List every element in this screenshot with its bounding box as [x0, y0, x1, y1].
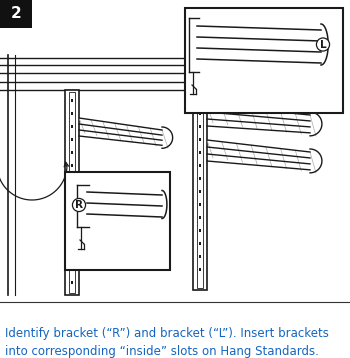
Bar	[199, 229, 201, 232]
Bar	[70, 202, 74, 207]
Bar	[71, 229, 73, 232]
Bar	[71, 281, 73, 284]
Bar	[198, 228, 202, 233]
Bar	[70, 267, 74, 272]
Bar	[70, 150, 74, 155]
Bar	[70, 215, 74, 220]
Bar	[199, 112, 201, 115]
Bar	[199, 99, 201, 102]
Bar	[70, 280, 74, 285]
Bar	[199, 177, 201, 180]
Bar	[0, 0, 32, 28]
Bar	[71, 242, 73, 245]
Bar	[199, 242, 201, 245]
Bar	[198, 150, 202, 155]
Bar	[70, 111, 74, 116]
Bar	[70, 163, 74, 168]
Bar	[71, 216, 73, 219]
Text: Identify bracket (“R”) and bracket (“L”). Insert brackets
into corresponding “in: Identify bracket (“R”) and bracket (“L”)…	[5, 327, 329, 358]
Bar	[198, 98, 202, 103]
Text: R: R	[75, 200, 83, 210]
Bar	[71, 255, 73, 258]
Bar	[199, 190, 201, 193]
Bar	[199, 125, 201, 128]
Bar	[199, 164, 201, 167]
Bar	[185, 8, 343, 113]
Bar	[198, 163, 202, 168]
Bar	[199, 255, 201, 258]
Bar	[198, 124, 202, 129]
Text: L: L	[320, 39, 326, 49]
Bar	[198, 254, 202, 259]
Bar	[199, 138, 201, 141]
Bar	[70, 176, 74, 181]
Bar	[198, 202, 202, 207]
Bar	[199, 216, 201, 219]
Bar	[71, 112, 73, 115]
Bar	[70, 254, 74, 259]
Bar	[198, 241, 202, 246]
Text: 2: 2	[10, 6, 21, 21]
Bar	[71, 99, 73, 102]
Bar	[71, 203, 73, 206]
Bar	[197, 92, 203, 288]
Bar	[71, 268, 73, 271]
Bar	[198, 215, 202, 220]
Bar	[71, 190, 73, 193]
Bar	[70, 137, 74, 142]
Bar	[65, 172, 170, 270]
Bar	[71, 125, 73, 128]
Bar	[199, 268, 201, 271]
Bar	[199, 151, 201, 154]
Bar	[70, 124, 74, 129]
Bar	[71, 177, 73, 180]
Bar	[198, 267, 202, 272]
Bar	[70, 189, 74, 194]
Bar	[65, 90, 79, 295]
Bar	[71, 138, 73, 141]
Bar	[198, 111, 202, 116]
Bar	[70, 228, 74, 233]
Bar	[71, 151, 73, 154]
Bar	[70, 241, 74, 246]
Bar	[198, 137, 202, 142]
Bar	[198, 176, 202, 181]
Bar	[193, 90, 207, 290]
Bar	[71, 164, 73, 167]
Bar	[70, 98, 74, 103]
Bar	[198, 189, 202, 194]
Bar	[69, 92, 75, 293]
Bar	[199, 203, 201, 206]
